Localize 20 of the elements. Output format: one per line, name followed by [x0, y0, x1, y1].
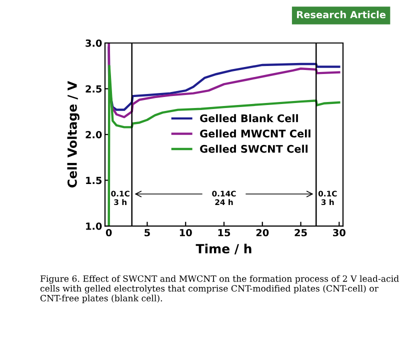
x-tick-label: 5 — [144, 229, 150, 236]
y-axis-title: Cell Voltage / V — [67, 80, 80, 188]
caption: Figure 6. Effect of SWCNT and MWCNT on the formation process of 2 V lead-acid cells with gelled electrolytes that comprise CNT-modified plates (CNT-cell) or CNT-free plates (blank cell). — [40, 275, 399, 304]
legend-label: Gelled Blank Cell — [200, 114, 298, 122]
legend-label: Gelled SWCNT Cell — [200, 144, 308, 153]
y-tick-label: 3.0 — [86, 39, 102, 47]
x-tick-label: 0 — [106, 228, 112, 236]
line-series — [108, 64, 340, 226]
x-tick-label: 30 — [333, 228, 346, 236]
text: Research Article — [297, 10, 386, 18]
y-tick-label: 2.0 — [86, 130, 102, 138]
y-tick-label: 2.5 — [86, 85, 102, 93]
x-axis-title: Time / h — [196, 244, 252, 254]
x-tick-label: 15 — [218, 229, 230, 236]
x-tick-label: 20 — [256, 228, 269, 236]
y-tick-label: 1.0 — [86, 222, 102, 230]
y-tick-label: 1.5 — [86, 176, 102, 184]
x-tick-label: 10 — [180, 228, 192, 236]
x-tick-label: 25 — [294, 228, 307, 236]
legend-label: Gelled MWCNT Cell — [200, 129, 310, 138]
